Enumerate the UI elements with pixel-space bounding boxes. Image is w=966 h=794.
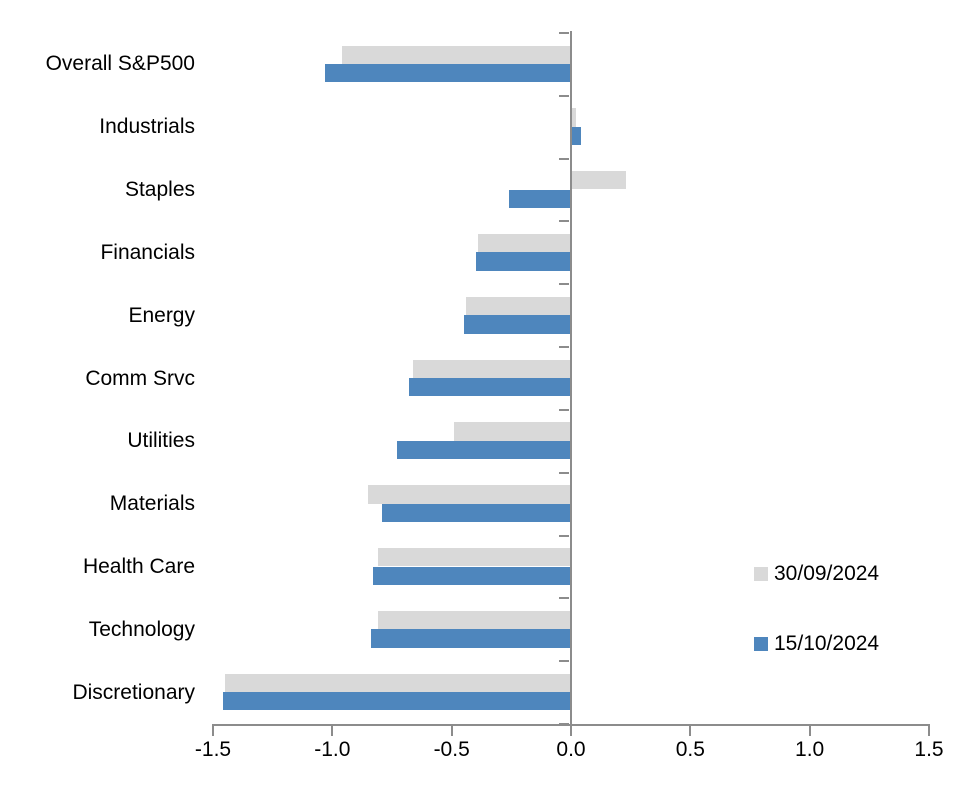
x-axis-tick-label: 1.0 — [795, 738, 825, 761]
category-label-comm-srvc: Comm Srvc — [85, 366, 195, 390]
legend-item-15-10-2024: 15/10/2024 — [754, 633, 879, 654]
category-label-industrials: Industrials — [99, 115, 195, 139]
x-axis-tick — [212, 726, 214, 736]
x-axis-tick — [689, 726, 692, 736]
bar-30-09-2024-materials — [368, 485, 571, 504]
x-axis-tick — [450, 726, 453, 736]
bar-15-10-2024-energy — [463, 315, 571, 334]
bar-15-10-2024-health-care — [372, 566, 571, 585]
category-label-materials: Materials — [109, 492, 195, 516]
category-label-financials: Financials — [100, 240, 195, 264]
legend-swatch-15-10-2024 — [754, 636, 768, 651]
category-label-energy: Energy — [128, 303, 195, 327]
bar-30-09-2024-industrials — [571, 108, 576, 127]
y-axis-tick — [559, 283, 569, 286]
bar-15-10-2024-staples — [508, 189, 571, 208]
y-axis-line — [569, 31, 572, 724]
category-label-overall-s-p500: Overall S&P500 — [45, 52, 195, 76]
y-axis-tick — [559, 94, 569, 97]
bar-30-09-2024-staples — [571, 171, 626, 190]
bar-30-09-2024-financials — [477, 233, 571, 253]
category-label-staples: Staples — [124, 178, 195, 202]
bar-15-10-2024-materials — [382, 503, 571, 523]
y-axis-tick — [559, 32, 569, 34]
bar-30-09-2024-overall-s-p500 — [341, 45, 571, 64]
bar-15-10-2024-industrials — [571, 126, 581, 146]
y-axis-tick — [559, 534, 569, 537]
legend-item-30-09-2024: 30/09/2024 — [754, 563, 879, 584]
legend-swatch-30-09-2024 — [754, 566, 768, 581]
category-label-utilities: Utilities — [127, 429, 195, 453]
bar-15-10-2024-overall-s-p500 — [325, 64, 571, 83]
x-axis-tick — [808, 726, 811, 736]
x-axis-tick-label: -1.5 — [194, 738, 232, 761]
bar-15-10-2024-comm-srvc — [408, 378, 571, 397]
x-axis-tick — [928, 726, 930, 736]
category-label-technology: Technology — [88, 617, 195, 641]
x-axis-tick-label: -0.5 — [433, 738, 470, 761]
x-axis-tick-label: -1.0 — [314, 738, 351, 761]
legend-label-30-09-2024: 30/09/2024 — [774, 562, 880, 585]
bar-15-10-2024-utilities — [396, 440, 571, 460]
bar-30-09-2024-technology — [377, 610, 571, 630]
bar-30-09-2024-comm-srvc — [413, 359, 571, 378]
category-label-discretionary: Discretionary — [72, 680, 195, 704]
y-axis-tick — [559, 346, 569, 349]
y-axis-tick — [559, 220, 569, 223]
bar-30-09-2024-discretionary — [224, 673, 571, 692]
y-axis-tick — [559, 157, 569, 160]
legend-label-15-10-2024: 15/10/2024 — [774, 632, 880, 655]
x-axis-tick-label: 0.0 — [556, 738, 586, 761]
bar-15-10-2024-financials — [475, 252, 571, 271]
x-axis-tick — [570, 726, 572, 736]
x-axis-tick-label: 1.5 — [914, 738, 944, 761]
bar-15-10-2024-technology — [370, 629, 571, 648]
bar-30-09-2024-health-care — [377, 548, 571, 567]
y-axis-tick — [559, 471, 569, 474]
y-axis-tick — [559, 660, 569, 663]
bar-15-10-2024-discretionary — [222, 692, 571, 711]
y-axis-tick — [559, 597, 569, 600]
y-axis-tick — [559, 408, 569, 411]
x-axis-tick-label: 0.5 — [675, 738, 705, 761]
x-axis-tick — [331, 726, 334, 736]
x-axis-line — [212, 724, 930, 726]
bar-30-09-2024-utilities — [454, 422, 571, 441]
category-label-health-care: Health Care — [82, 554, 195, 578]
bar-30-09-2024-energy — [465, 296, 571, 316]
